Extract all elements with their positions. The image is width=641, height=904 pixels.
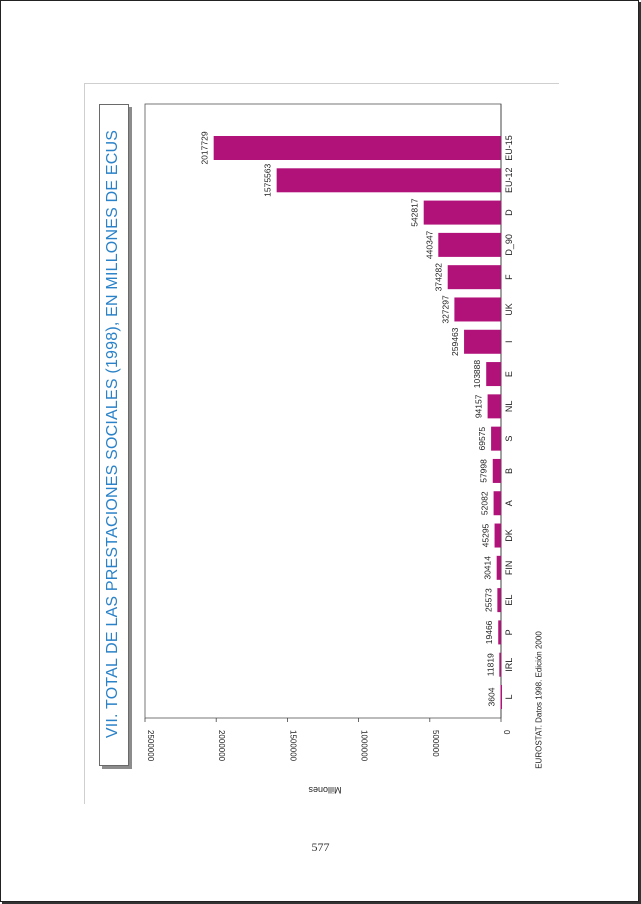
bar (486, 362, 501, 387)
data-label: 103888 (472, 360, 482, 389)
bar (213, 136, 501, 160)
category-label: S (504, 436, 514, 442)
data-label: 327297 (440, 295, 450, 324)
category-label: EU-12 (504, 168, 514, 194)
bar (497, 588, 501, 613)
value-tick-label: 1500000 (288, 730, 297, 762)
data-label: 69575 (477, 427, 487, 451)
data-label: 542817 (410, 198, 420, 227)
bar (464, 329, 501, 354)
data-label: 52082 (480, 491, 490, 515)
data-label: 374282 (434, 263, 444, 292)
bar (454, 297, 501, 322)
data-label: 19466 (484, 620, 494, 644)
value-tick-label: 2000000 (217, 730, 226, 762)
data-label: 30414 (483, 556, 493, 580)
bar (487, 394, 501, 419)
page-number: 577 (311, 840, 330, 854)
bar (499, 652, 501, 677)
category-label: E (504, 371, 514, 377)
bar (500, 685, 502, 709)
data-label: 57998 (479, 459, 489, 483)
value-tick-label: 500000 (431, 730, 440, 757)
bar (496, 555, 501, 580)
category-label: EU-15 (504, 135, 514, 161)
bar (276, 168, 501, 193)
data-label: 3604 (486, 687, 496, 706)
bar (494, 523, 501, 548)
data-label: 94157 (474, 394, 484, 418)
category-label: D_90 (504, 234, 514, 256)
source-note: EUROSTAT. Datos 1998. Edición 2000 (535, 631, 544, 769)
data-label: 2017729 (200, 131, 210, 164)
category-label: P (504, 629, 514, 635)
category-label: F (504, 274, 514, 280)
category-label: B (504, 468, 514, 474)
value-tick-label: 2500000 (146, 730, 155, 762)
category-label: I (504, 341, 514, 344)
data-label: 45295 (481, 523, 491, 547)
bar (423, 200, 501, 225)
plot-area (144, 103, 502, 719)
data-label: 11819 (485, 653, 495, 676)
bar (438, 232, 501, 257)
value-tick-label: 1000000 (360, 730, 369, 762)
title-box (99, 104, 129, 766)
category-label: UK (504, 303, 514, 316)
bar (447, 265, 501, 290)
bar (493, 491, 501, 516)
category-label: DK (504, 529, 514, 542)
bar (492, 458, 501, 483)
value-axis-title: Millones (308, 785, 342, 795)
data-label: 25573 (483, 588, 493, 612)
data-label: 1575563 (263, 163, 273, 196)
bar (491, 426, 501, 451)
category-label: EL (504, 595, 514, 606)
category-label: IRL (504, 658, 514, 672)
category-label: L (504, 694, 514, 699)
bar (498, 620, 501, 645)
category-label: A (504, 500, 514, 506)
data-label: 259463 (450, 327, 460, 356)
data-label: 440347 (424, 230, 434, 259)
category-label: FIN (504, 561, 514, 576)
value-tick-label: 0 (502, 730, 511, 735)
category-label: NL (504, 401, 514, 413)
category-label: D (504, 209, 514, 216)
